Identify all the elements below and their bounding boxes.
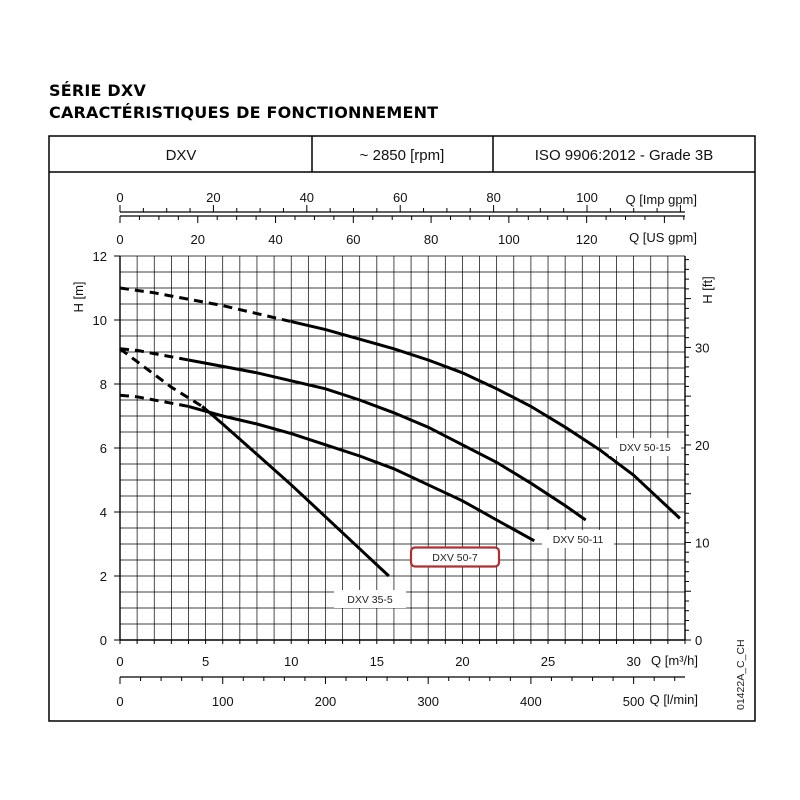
imp-gpm-tick-label: 40 — [300, 190, 314, 205]
lmin-tick-label: 0 — [116, 694, 123, 709]
y-tick-label: 8 — [100, 377, 107, 392]
series-label-box — [609, 438, 681, 456]
us-gpm-tick-label: 20 — [191, 232, 205, 247]
x-tick-label: 5 — [202, 654, 209, 669]
us-gpm-tick-label: 80 — [424, 232, 438, 247]
y-tick-label: 2 — [100, 569, 107, 584]
curve-solid-4 — [201, 405, 390, 578]
x-tick-label: 15 — [370, 654, 384, 669]
lmin-tick-label: 100 — [212, 694, 234, 709]
y-right-tick-label: 20 — [695, 438, 709, 453]
us-gpm-tick-label: 100 — [498, 232, 520, 247]
x-axis-label-imp-gpm: Q [Imp gpm] — [625, 192, 697, 207]
y-tick-label: 10 — [93, 313, 107, 328]
series-label-box — [409, 546, 501, 568]
x-axis-label-lmin: Q [l/min] — [650, 692, 698, 707]
lmin-tick-label: 300 — [417, 694, 439, 709]
x-axis-label-m3h: Q [m³/h] — [651, 653, 698, 668]
imp-gpm-tick-label: 20 — [206, 190, 220, 205]
lmin-tick-label: 200 — [315, 694, 337, 709]
lmin-tick-label: 500 — [623, 694, 645, 709]
x-tick-label: 20 — [455, 654, 469, 669]
us-gpm-tick-label: 120 — [576, 232, 598, 247]
y-axis-label-ft: H [ft] — [700, 276, 715, 303]
curve-dashed-2 — [119, 347, 189, 362]
x-tick-label: 0 — [116, 654, 123, 669]
figure-code: 01422A_C_CH — [735, 639, 747, 710]
imp-gpm-tick-label: 0 — [116, 190, 123, 205]
imp-gpm-tick-label: 80 — [486, 190, 500, 205]
y-axis-label-m: H [m] — [71, 281, 86, 312]
x-tick-label: 30 — [626, 654, 640, 669]
y-tick-label: 0 — [100, 633, 107, 648]
curve-dashed-3 — [119, 393, 189, 408]
grid — [119, 255, 686, 641]
y-right-tick-label: 0 — [695, 633, 702, 648]
curve-solid-1 — [290, 320, 681, 520]
header-standard: ISO 9906:2012 - Grade 3B — [535, 147, 713, 164]
chart-frame — [48, 135, 756, 722]
y-tick-label: 6 — [100, 441, 107, 456]
us-gpm-tick-label: 40 — [268, 232, 282, 247]
x-tick-label: 10 — [284, 654, 298, 669]
chart-subtitle: CARACTÉRISTIQUES DE FONCTIONNEMENT — [49, 103, 439, 122]
header-model: DXV — [166, 147, 197, 164]
lmin-tick-label: 400 — [520, 694, 542, 709]
series-label: DXV 50-15 — [619, 442, 671, 454]
series-label: DXV 50-7 — [432, 552, 478, 564]
curve-dashed-4 — [119, 347, 203, 408]
pump-curves: DXV 50-15 DXV 50-11 DXV 50-7 DXV 35-5 — [119, 286, 681, 608]
y-tick-label: 4 — [100, 505, 107, 520]
y-tick-label: 12 — [93, 249, 107, 264]
us-gpm-tick-label: 60 — [346, 232, 360, 247]
header-speed: ~ 2850 [rpm] — [360, 147, 445, 164]
y-right-tick-label: 10 — [695, 535, 709, 550]
series-label-box — [542, 530, 614, 548]
curve-solid-3 — [188, 404, 536, 543]
imp-gpm-tick-label: 100 — [576, 190, 598, 205]
imp-gpm-tick-label: 60 — [393, 190, 407, 205]
series-label-box — [334, 590, 406, 608]
y-right-tick-label: 30 — [695, 340, 709, 355]
x-tick-label: 25 — [541, 654, 555, 669]
curve-solid-2 — [188, 358, 587, 522]
series-label: DXV 50-11 — [553, 534, 604, 546]
series-title: SÉRIE DXV — [49, 81, 147, 100]
x-axis-label-us-gpm: Q [US gpm] — [629, 230, 697, 245]
us-gpm-tick-label: 0 — [116, 232, 123, 247]
series-label: DXV 35-5 — [347, 594, 393, 606]
